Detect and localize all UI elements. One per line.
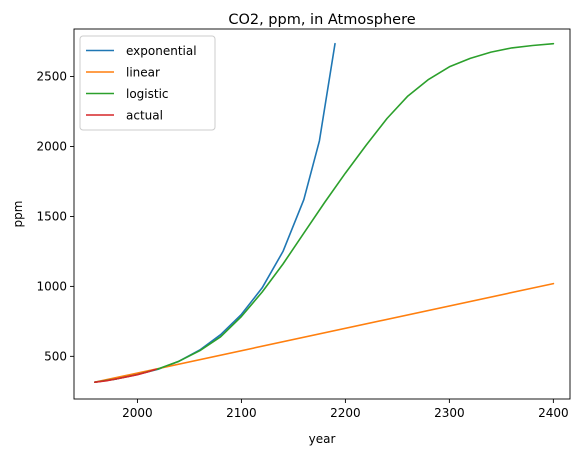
plot-frame xyxy=(73,28,571,400)
y-tick-label: 2500 xyxy=(36,70,67,84)
x-tick-label: 2300 xyxy=(434,406,465,420)
series-line-logistic xyxy=(94,42,555,383)
legend-box xyxy=(79,35,216,131)
plot-area xyxy=(94,42,555,383)
y-tick-label: 2000 xyxy=(36,140,67,154)
x-tick-label: 2100 xyxy=(226,406,257,420)
series-line-actual xyxy=(94,368,157,383)
legend-label-linear: linear xyxy=(126,66,160,80)
x-tick-label: 2400 xyxy=(538,406,569,420)
legend-label-exponential: exponential xyxy=(126,44,197,58)
y-axis: 500 1000 1500 2000 2500 xyxy=(36,70,74,363)
x-axis-label: year xyxy=(309,432,336,446)
x-tick-label: 2000 xyxy=(122,406,153,420)
legend-label-logistic: logistic xyxy=(126,87,169,101)
legend-label-actual: actual xyxy=(126,109,163,123)
x-axis: 2000 2100 2200 2300 2400 xyxy=(122,399,569,420)
y-tick-label: 500 xyxy=(44,349,67,363)
y-tick-label: 1500 xyxy=(36,209,67,223)
x-tick-label: 2200 xyxy=(330,406,361,420)
chart-title: CO2, ppm, in Atmosphere xyxy=(228,12,415,28)
series-line-linear xyxy=(94,282,555,383)
legend: exponential linear logistic actual xyxy=(79,35,216,131)
y-tick-label: 1000 xyxy=(36,279,67,293)
y-axis-label: ppm xyxy=(11,201,25,228)
